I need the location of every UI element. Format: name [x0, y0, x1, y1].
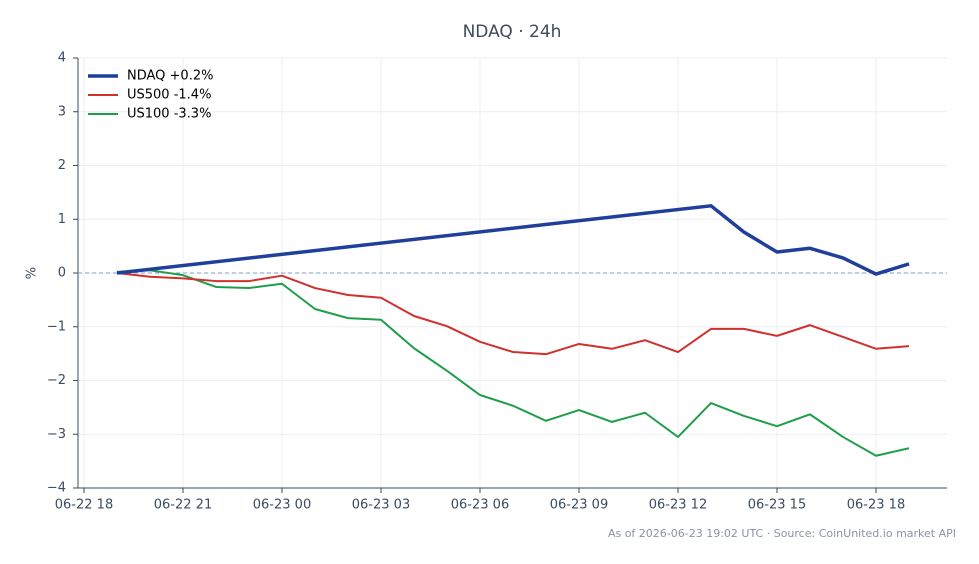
x-tick-label: 06-22 21 [154, 498, 212, 513]
legend-label: US500 -1.4% [127, 88, 211, 103]
series-line [116, 204, 910, 276]
legend-label: US100 -3.3% [127, 107, 211, 122]
y-tick-label: 2 [58, 158, 66, 173]
y-axis-label: % [25, 267, 40, 279]
y-tick-label: 0 [58, 266, 66, 281]
y-tick-label: −4 [47, 481, 66, 496]
y-tick-label: −1 [47, 319, 66, 334]
x-tick-label: 06-23 06 [451, 498, 509, 513]
series-line [116, 269, 910, 457]
chart-title: NDAQ · 24h [463, 22, 562, 42]
x-tick-label: 06-22 18 [55, 498, 113, 513]
x-tick-label: 06-23 03 [352, 498, 410, 513]
y-tick-label: 4 [58, 51, 66, 66]
y-tick-label: −2 [47, 373, 66, 388]
footer: As of 2026-06-23 19:02 UTC · Source: Coi… [608, 527, 956, 540]
y-tick-label: 3 [58, 104, 66, 119]
x-tick-label: 06-23 00 [253, 498, 311, 513]
y-tick-label: −3 [47, 427, 66, 442]
x-tick-label: 06-23 15 [748, 498, 806, 513]
x-tick-label: 06-23 18 [847, 498, 905, 513]
x-tick-label: 06-23 09 [550, 498, 608, 513]
y-tick-label: 1 [58, 212, 66, 227]
x-tick-label: 06-23 12 [649, 498, 707, 513]
legend-label: NDAQ +0.2% [127, 69, 213, 84]
series-line [116, 272, 910, 356]
